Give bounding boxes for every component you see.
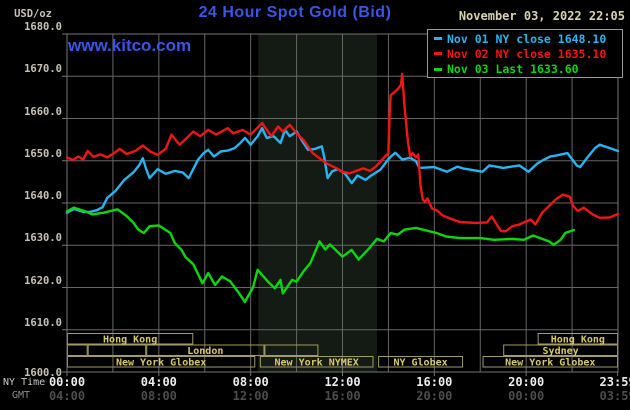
x-axis-ny-time-label: NY Time: [3, 377, 46, 388]
y-tick-label: 1620.0: [24, 274, 62, 287]
gmt-tick-label: 08:00: [140, 389, 177, 403]
ny-time-tick-label: 04:00: [140, 375, 177, 389]
session-box-ny-globex: [378, 356, 464, 368]
legend-entry: Nov 02 NY close 1635.10: [434, 46, 622, 61]
ny-time-tick-label: 12:00: [324, 375, 361, 389]
page-title: 24 Hour Spot Gold (Bid): [198, 4, 392, 21]
y-tick-label: 1600.0: [24, 367, 62, 379]
session-box: [87, 344, 147, 356]
legend-dash-icon: [434, 52, 442, 56]
session-label: Hong Kong: [103, 334, 157, 345]
legend-entry: Nov 01 NY close 1648.10: [434, 31, 622, 46]
ny-time-tick-label: 08:00: [232, 375, 269, 389]
session-label: Hong Kong: [551, 334, 605, 345]
y-tick-label: 1670.0: [24, 63, 62, 76]
session-label: New York Globex: [505, 357, 595, 368]
legend-text: Nov 03 Last 1633.60: [447, 62, 579, 77]
session-label: London: [187, 346, 223, 357]
gmt-tick-label: 04:00: [48, 389, 86, 403]
gmt-tick-label: 00:00: [508, 389, 545, 403]
legend-box: Nov 01 NY close 1648.10 Nov 02 NY close 1…: [427, 29, 623, 78]
gmt-tick-label: 12:00: [232, 389, 269, 403]
legend-dash-icon: [434, 37, 442, 41]
kitco-website-link[interactable]: www.kitco.com: [68, 36, 192, 55]
y-tick-label: 1680.0: [24, 21, 62, 33]
ny-time-tick-label: 00:00: [48, 375, 86, 389]
session-label: NY Globex: [393, 357, 447, 368]
y-tick-label: 1660.0: [24, 105, 62, 118]
ny-time-tick-label: 16:00: [416, 375, 453, 389]
y-tick-label: 1630.0: [24, 232, 62, 245]
legend-entry: Nov 03 Last 1633.60: [434, 62, 622, 77]
ny-time-tick-label: 23:59: [599, 375, 630, 389]
session-box-new-york-nymex: [259, 356, 374, 368]
legend-dash-icon: [434, 67, 442, 71]
session-box-london: [146, 344, 265, 356]
series-line-nov-02: [65, 72, 620, 233]
session-label: New York NYMEX: [275, 357, 359, 368]
x-axis-gmt-label: GMT: [12, 390, 31, 401]
y-tick-label: 1610.0: [24, 316, 62, 329]
y-axis-unit-label: USD/oz: [14, 8, 52, 20]
session-box: [67, 344, 88, 356]
gmt-tick-label: 03:59: [599, 389, 630, 403]
gmt-tick-label: 20:00: [416, 389, 453, 403]
y-tick-label: 1640.0: [24, 190, 62, 202]
legend-text: Nov 01 NY close 1648.10: [447, 31, 607, 46]
session-label: Sydney: [543, 346, 579, 357]
y-tick-label: 1650.0: [24, 147, 62, 160]
series-line-nov-01: [65, 126, 620, 214]
gmt-tick-label: 16:00: [324, 389, 361, 403]
legend-text: Nov 02 NY close 1635.10: [447, 46, 607, 61]
chart-datetime: November 03, 2022 22:05: [458, 9, 625, 23]
session-label: New York Globex: [116, 357, 206, 368]
series-line-nov-03: [65, 206, 576, 304]
session-box: [264, 344, 319, 356]
ny-time-tick-label: 20:00: [508, 375, 545, 389]
